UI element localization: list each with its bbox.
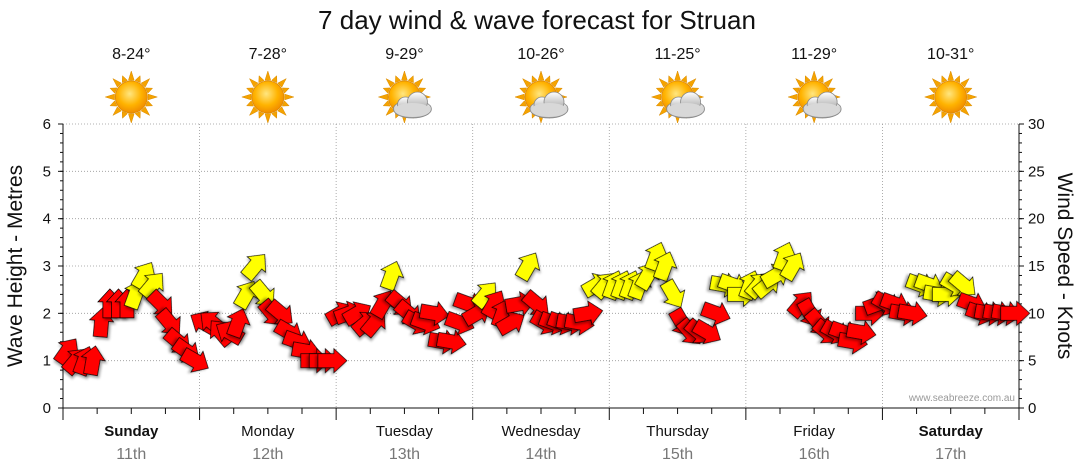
- temperature-label: 10-26°: [517, 46, 564, 63]
- left-tick-label: 3: [43, 258, 51, 275]
- wind-arrow: [1000, 300, 1031, 327]
- day-name-label: Thursday: [646, 423, 709, 440]
- right-ticks: 0 5 10 15 20 25 30: [1019, 116, 1045, 417]
- day-date-label: 11th: [116, 446, 146, 463]
- sun-cloud-icon: [650, 70, 705, 124]
- sun-icon: [104, 70, 159, 124]
- right-tick-label: 10: [1028, 305, 1045, 322]
- wind-arrow: [226, 308, 251, 339]
- wind-arrow: [845, 319, 877, 346]
- wind-arrow: [435, 329, 467, 355]
- right-tick-label: 20: [1028, 211, 1045, 228]
- temperature-label: 11-29°: [791, 46, 837, 63]
- sun-icon: [923, 70, 978, 124]
- day-name-label: Monday: [241, 423, 295, 440]
- credit-text: www.seabreeze.com.au: [908, 393, 1015, 404]
- left-axis-label: Wave Height - Metres: [4, 165, 27, 367]
- wind-arrow: [179, 347, 209, 373]
- left-tick-label: 6: [43, 116, 51, 133]
- wind-arrow: [379, 260, 405, 292]
- day-name-label: Sunday: [104, 423, 159, 440]
- wind-arrow: [572, 300, 604, 326]
- wind-arrow: [896, 300, 928, 327]
- day-date-label: 12th: [252, 446, 283, 463]
- right-tick-label: 0: [1028, 400, 1036, 417]
- day-name-label: Friday: [793, 423, 835, 440]
- temperature-label: 9-29°: [385, 46, 423, 63]
- temperature-label: 7-28°: [249, 46, 287, 63]
- left-tick-label: 1: [43, 353, 51, 370]
- wind-arrow: [659, 278, 686, 308]
- right-tick-label: 30: [1028, 116, 1045, 133]
- temperature-row: 8-24° 7-28° 9-29° 10-26° 11-25° 11-29° 10-31°: [112, 46, 974, 63]
- chart-title: 7 day wind & wave forecast for Struan: [318, 5, 756, 35]
- day-date-label: 14th: [525, 446, 556, 463]
- left-tick-label: 5: [43, 163, 51, 180]
- right-axis-label: Wind Speed - Knots: [1053, 173, 1076, 360]
- wind-arrow: [418, 300, 450, 327]
- wind-arrow: [240, 254, 266, 282]
- bottom-ticks: [62, 408, 1020, 420]
- day-name-label: Wednesday: [502, 423, 581, 440]
- right-tick-label: 15: [1028, 258, 1045, 275]
- left-tick-label: 0: [43, 400, 51, 417]
- wind-arrow: [779, 252, 805, 283]
- wind-arrow: [494, 310, 525, 337]
- temperature-label: 11-25°: [655, 46, 701, 63]
- day-name-label: Tuesday: [376, 423, 433, 440]
- left-tick-label: 2: [43, 305, 51, 322]
- wind-arrows: [53, 241, 1031, 377]
- day-date-label: 13th: [389, 446, 420, 463]
- wind-arrow: [652, 251, 678, 282]
- sun-cloud-icon: [787, 70, 842, 124]
- temperature-label: 10-31°: [927, 46, 974, 63]
- day-labels: Sunday 11th Monday 12th Tuesday 13th Wednesday…: [104, 423, 983, 463]
- wind-arrow: [317, 347, 348, 374]
- left-ticks: 0 1 2 3 4 5 6: [43, 116, 63, 417]
- wind-arrow: [80, 345, 106, 377]
- right-tick-label: 25: [1028, 163, 1045, 180]
- weather-icons: [104, 70, 978, 124]
- sun-icon: [241, 70, 295, 124]
- day-name-label: Saturday: [919, 423, 984, 440]
- temperature-label: 8-24°: [112, 46, 150, 63]
- wind-arrow: [514, 252, 541, 283]
- left-tick-label: 4: [43, 211, 51, 228]
- right-tick-label: 5: [1028, 353, 1036, 370]
- day-date-label: 17th: [935, 446, 966, 463]
- sun-cloud-icon: [377, 70, 432, 124]
- wind-arrow: [700, 301, 731, 326]
- grid: [63, 123, 1019, 408]
- day-date-label: 15th: [662, 446, 693, 463]
- wind-arrow: [691, 318, 721, 345]
- sun-cloud-icon: [514, 70, 569, 124]
- day-date-label: 16th: [799, 446, 830, 463]
